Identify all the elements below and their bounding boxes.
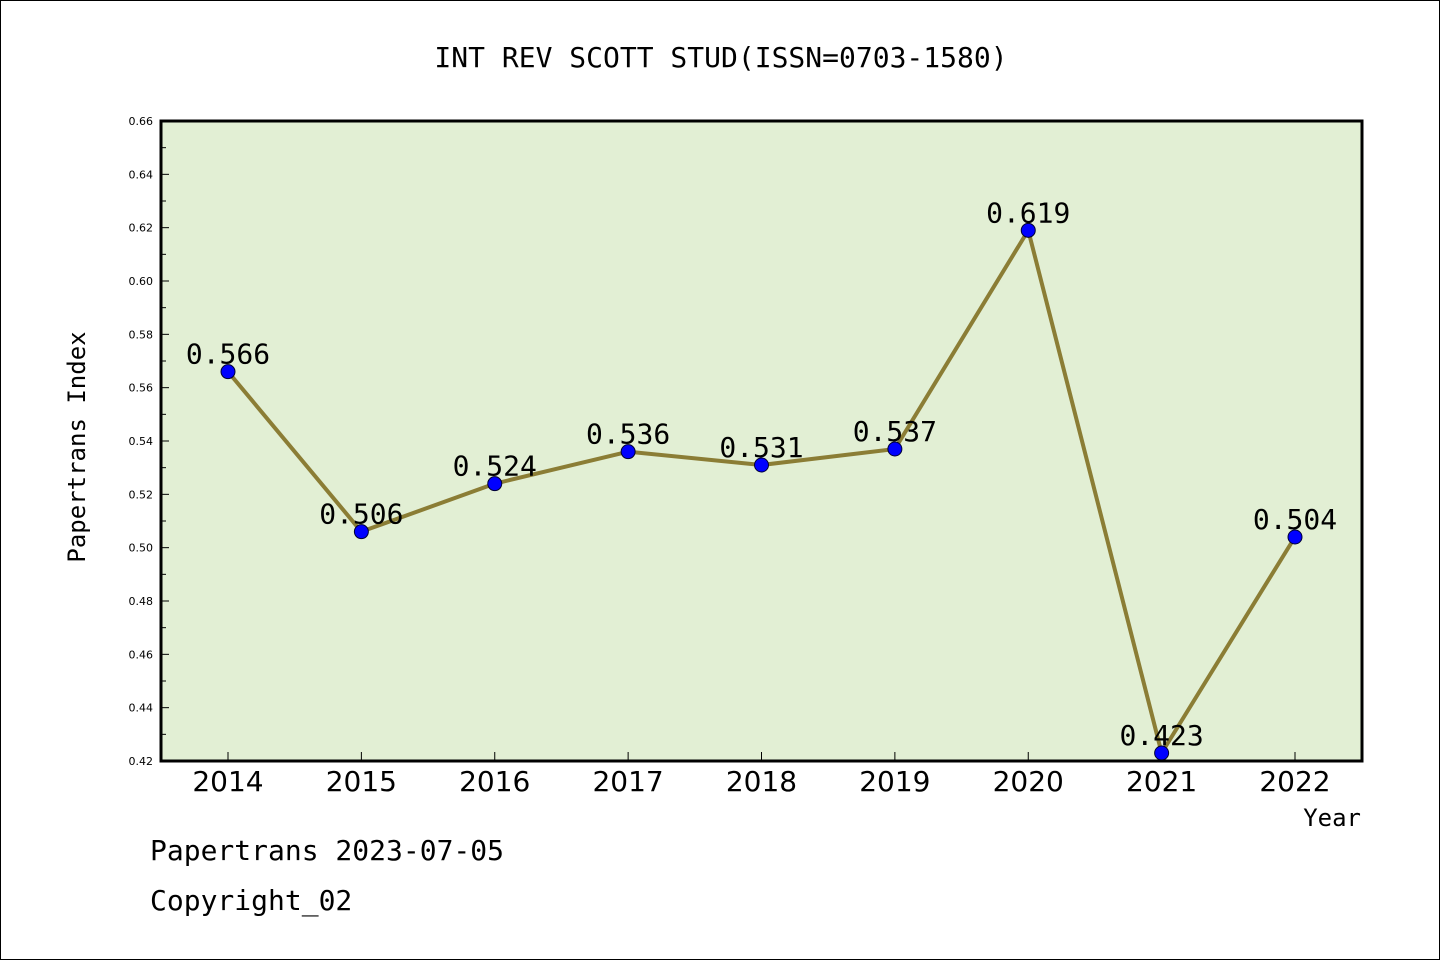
x-tick-label: 2022 bbox=[1259, 765, 1330, 798]
data-point bbox=[620, 444, 636, 460]
y-tick-label: 0.58 bbox=[129, 328, 154, 341]
chart-title: INT REV SCOTT STUD(ISSN=0703-1580) bbox=[434, 41, 1007, 74]
data-label: 0.537 bbox=[853, 415, 937, 448]
y-tick-label: 0.56 bbox=[129, 382, 154, 395]
data-label: 0.524 bbox=[453, 450, 537, 483]
y-tick-label: 0.66 bbox=[129, 115, 154, 128]
y-tick-label: 0.42 bbox=[129, 755, 154, 768]
x-tick-label: 2014 bbox=[192, 765, 263, 798]
data-point bbox=[887, 441, 903, 457]
y-tick-label: 0.54 bbox=[129, 435, 154, 448]
x-tick-label: 2017 bbox=[592, 765, 663, 798]
data-label: 0.531 bbox=[719, 431, 803, 464]
x-tick-label: 2020 bbox=[993, 765, 1064, 798]
data-label: 0.504 bbox=[1253, 503, 1337, 536]
x-tick-label: 2019 bbox=[859, 765, 930, 798]
x-tick-label: 2016 bbox=[459, 765, 530, 798]
data-point bbox=[754, 457, 769, 473]
y-axis-ticks: 0.42 0.44 0.46 0.48 0.50 0.52 0.54 0.56 0.58 0.60… bbox=[129, 115, 169, 768]
data-point bbox=[220, 364, 236, 380]
footer-source: Papertrans 2023-07-05 bbox=[150, 834, 505, 867]
y-tick-label: 0.60 bbox=[129, 275, 154, 288]
data-point bbox=[353, 524, 369, 540]
y-tick-label: 0.48 bbox=[129, 595, 154, 608]
x-axis-ticks: 2014 2015 2016 2017 2018 2019 2020 2021 2022 bbox=[192, 752, 1331, 798]
plot-border bbox=[159, 119, 1364, 763]
y-axis-label: Papertrans Index bbox=[63, 331, 91, 562]
x-tick-label: 2015 bbox=[326, 765, 397, 798]
y-tick-label: 0.44 bbox=[129, 702, 154, 715]
data-label: 0.423 bbox=[1119, 719, 1203, 752]
y-tick-label: 0.64 bbox=[129, 168, 154, 181]
data-point bbox=[1287, 529, 1303, 545]
y-tick-label: 0.52 bbox=[129, 488, 154, 501]
data-label: 0.506 bbox=[319, 498, 403, 531]
y-tick-label: 0.62 bbox=[129, 222, 154, 235]
data-label: 0.619 bbox=[986, 196, 1070, 229]
data-label: 0.536 bbox=[586, 418, 670, 451]
data-point bbox=[487, 476, 503, 492]
data-labels: 0.566 0.506 0.524 0.536 0.531 0.537 0.619 0.423… bbox=[186, 196, 1337, 752]
plot-area bbox=[161, 121, 1362, 761]
footer-copyright: Copyright_02 bbox=[150, 884, 353, 917]
x-tick-label: 2018 bbox=[726, 765, 797, 798]
data-point bbox=[1020, 222, 1036, 238]
y-tick-label: 0.46 bbox=[129, 648, 154, 661]
x-axis-label: Year bbox=[1303, 804, 1361, 832]
data-label: 0.566 bbox=[186, 338, 270, 371]
x-tick-label: 2021 bbox=[1126, 765, 1197, 798]
series bbox=[220, 222, 1303, 761]
y-tick-label: 0.50 bbox=[129, 542, 154, 555]
